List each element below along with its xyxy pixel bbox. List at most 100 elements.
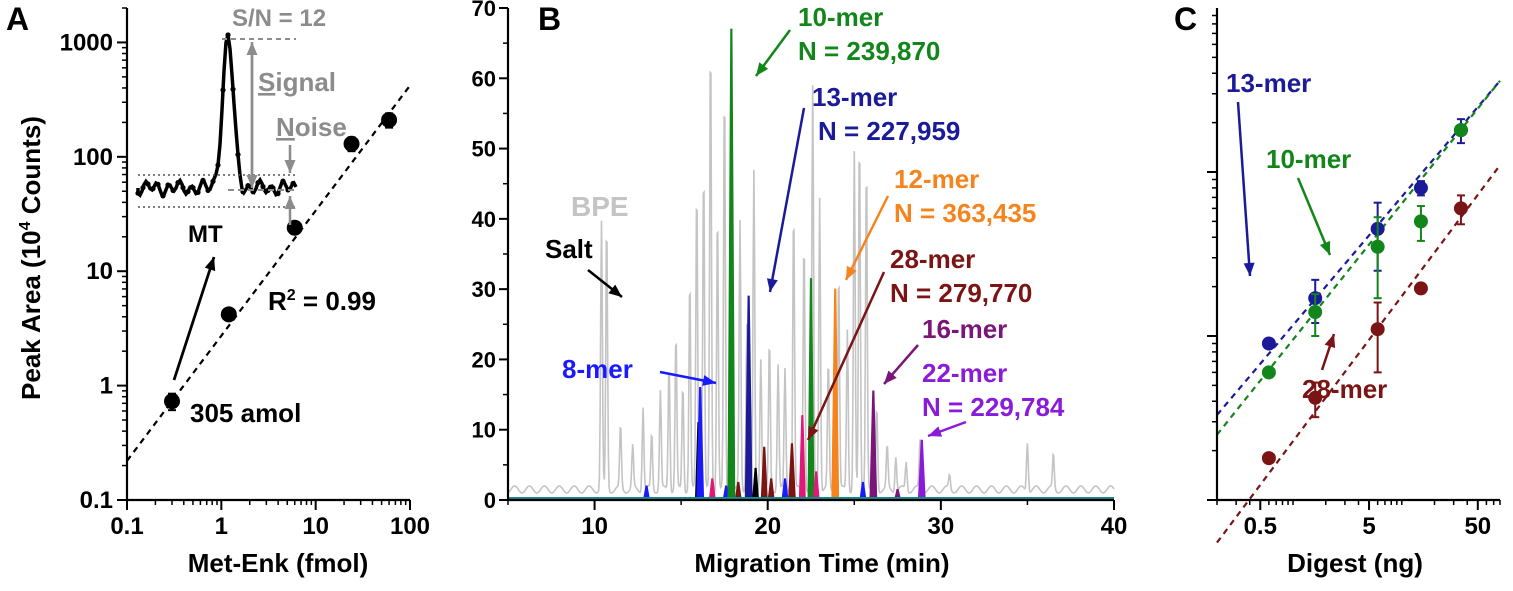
panel-c-x-tick-label: 5 (1362, 513, 1375, 540)
inset-trace-point (200, 177, 206, 183)
data-point-28-mer (1308, 390, 1323, 405)
panel-a-data-point (220, 306, 237, 323)
inset-trace-point (175, 180, 181, 186)
signal-label: Signal (258, 67, 336, 97)
data-point-10-mer (1370, 239, 1385, 254)
panel-b-label: B (538, 1, 561, 37)
mt-label: MT (188, 221, 223, 248)
label-22-mer-n: N = 229,784 (922, 392, 1065, 422)
noise-arrow-head (284, 160, 296, 173)
panel-b-y-tick-label: 60 (472, 66, 496, 91)
panel-b-x-tick-label: 10 (581, 513, 608, 540)
peak-10-mer (727, 28, 736, 501)
peak-16-mer (869, 390, 878, 501)
panel-b-x-tick-label: 30 (928, 513, 955, 540)
panel-a-y-tick-label: 10 (86, 258, 113, 285)
panel-a-data-point (164, 393, 181, 410)
label-28-mer-n: N = 279,770 (890, 278, 1032, 308)
label-13-mer: 13-mer (812, 82, 897, 112)
panel-a-y-tick-label: 1 (100, 373, 113, 400)
panel-c-series-labels: 13-mer 10-mer 28-mer (1226, 68, 1387, 404)
panel-c-label: C (1174, 1, 1197, 37)
data-point-28-mer (1261, 451, 1276, 466)
mt-arrow-head (204, 257, 216, 272)
inset-trace-point (260, 184, 266, 190)
inset-trace (136, 34, 298, 198)
inset-trace-point (195, 189, 201, 195)
label-c-10-mer: 10-mer (1266, 144, 1351, 174)
inset-trace-point (215, 162, 221, 168)
arrow-c-28-mer-head (1324, 334, 1336, 349)
arrow-c-13-mer-head (1243, 262, 1255, 276)
inset-trace-point (220, 87, 226, 93)
panel-a-x-tick-label: 1 (215, 513, 228, 540)
panel-b-peak-labels: BPE Salt 10-mer N = 239,870 13-mer N = 227,95… (545, 2, 1065, 441)
minor-peak (767, 478, 775, 501)
salt-label: Salt (545, 234, 593, 264)
inset-trace-point (155, 181, 161, 187)
label-c-28-mer: 28-mer (1302, 374, 1387, 404)
panel-a-label: A (6, 1, 29, 37)
panel-c-xlabel: Digest (ng) (1287, 548, 1423, 578)
inset-trace-point (255, 180, 261, 186)
inset-trace-point (150, 186, 156, 192)
arrow-8-mer-head (702, 375, 716, 386)
panel-c-x-tick-label: 0.5 (1244, 513, 1277, 540)
inset-trace-point (290, 180, 296, 187)
label-16-mer: 16-mer (922, 314, 1007, 344)
arrow-10-mer-head (756, 62, 769, 76)
mt-arrow (172, 256, 216, 381)
panel-a-xlabel: Met-Enk (fmol) (188, 548, 369, 578)
panel-b-y-tick-label: 40 (472, 207, 496, 232)
arrow-c-13-mer (1236, 101, 1252, 277)
data-point-13-mer (1413, 180, 1428, 195)
noise-arrow-up-head (284, 196, 296, 209)
fit-line-10-mer (1216, 80, 1501, 436)
data-point-10-mer (1308, 305, 1323, 320)
inset-trace-point (245, 183, 251, 189)
panel-b-y-tick-label: 20 (472, 347, 496, 372)
data-point-13-mer (1261, 336, 1276, 351)
panel-a-ylabel: Peak Area (104 Counts) (16, 116, 46, 400)
fit-line-28-mer (1216, 164, 1501, 544)
panel-b-x-tick-label: 20 (754, 513, 781, 540)
minor-peak (752, 467, 760, 501)
panel-a: A Peak Area (104 Counts) Met-Enk (fmol) … (6, 1, 430, 578)
salt-arrow-head (608, 284, 622, 297)
inset-trace-point (140, 185, 146, 191)
panel-b-y-tick-label: 10 (472, 418, 496, 443)
data-point-10-mer (1261, 365, 1276, 380)
arrow-28-mer-head (808, 425, 819, 440)
r2-label: R2 = 0.99 (268, 286, 376, 316)
minor-peak (798, 415, 806, 501)
inset-trace-point (160, 193, 166, 199)
bpe-label: BPE (571, 191, 629, 222)
inset-trace-point (170, 187, 176, 193)
data-point-10-mer (1453, 123, 1468, 138)
panel-b-y-tick-label: 70 (472, 0, 496, 21)
arrow-16-mer-head (884, 370, 897, 384)
peak-28-mer (788, 443, 796, 501)
inset-trace-point (225, 32, 231, 38)
inset-trace-point (135, 190, 141, 196)
inset-trace-point (205, 187, 211, 193)
panel-a-x-tick-label: 0.1 (110, 513, 143, 540)
label-12-mer: 12-mer (894, 164, 979, 194)
signal-arrow-down-head (246, 175, 258, 188)
label-c-13-mer: 13-mer (1226, 68, 1311, 98)
label-10-mer: 10-mer (798, 2, 883, 32)
noise-label: Noise (276, 112, 347, 142)
panel-a-y-tick-label: 0.1 (80, 487, 113, 514)
panel-c: C Digest (ng) 0.5 5 50 13-mer 10-mer 28-mer (1174, 1, 1501, 578)
data-point-28-mer (1453, 201, 1468, 216)
label-28-mer: 28-mer (890, 244, 975, 274)
inset-trace-point (145, 181, 151, 187)
arrow-c-10-mer (1296, 177, 1332, 256)
panel-b-y-tick-label: 0 (484, 488, 496, 513)
label-22-mer: 22-mer (922, 358, 1007, 388)
label-8-mer: 8-mer (562, 354, 633, 384)
data-point-28-mer (1370, 322, 1385, 337)
panel-b-y-tick-label: 30 (472, 277, 496, 302)
inset-trace-point (275, 191, 281, 197)
arrow-12-mer-head (846, 265, 857, 280)
